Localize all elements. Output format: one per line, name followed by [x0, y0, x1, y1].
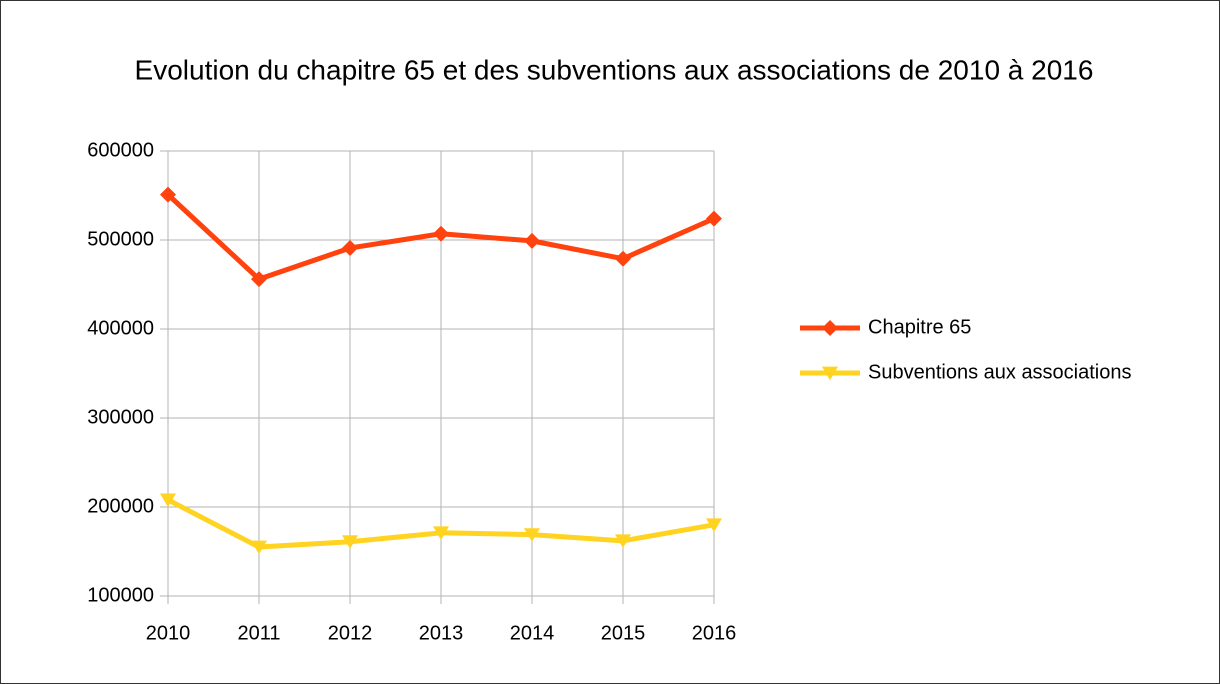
marker	[160, 186, 176, 203]
marker	[342, 535, 358, 549]
marker	[615, 534, 631, 549]
y-tick-label: 300000	[87, 406, 154, 428]
x-tick-label: 2011	[237, 622, 280, 644]
marker	[342, 240, 358, 257]
y-tick-label: 400000	[87, 317, 154, 339]
marker	[822, 366, 838, 381]
y-tick-label: 600000	[87, 139, 154, 161]
y-tick-label: 100000	[87, 584, 154, 606]
marker	[706, 210, 722, 227]
y-tick-label: 500000	[87, 228, 154, 250]
legend-label: Chapitre 65	[868, 316, 971, 338]
chart-title: Evolution du chapitre 65 et des subventi…	[135, 54, 1094, 85]
x-tick-label: 2013	[419, 622, 464, 644]
marker	[433, 526, 449, 541]
marker	[524, 528, 540, 542]
x-tick-label: 2012	[328, 622, 373, 644]
marker	[251, 540, 267, 555]
marker	[524, 232, 540, 249]
marker	[706, 518, 722, 532]
marker	[822, 320, 838, 336]
marker	[433, 225, 449, 242]
x-tick-label: 2014	[510, 622, 555, 644]
y-tick-label: 200000	[87, 495, 154, 517]
marker	[160, 493, 176, 508]
marker	[251, 271, 267, 288]
x-tick-label: 2016	[692, 622, 737, 644]
marker	[615, 250, 631, 267]
legend-label: Subventions aux associations	[868, 361, 1132, 383]
x-tick-label: 2010	[146, 622, 191, 644]
x-tick-label: 2015	[601, 622, 646, 644]
